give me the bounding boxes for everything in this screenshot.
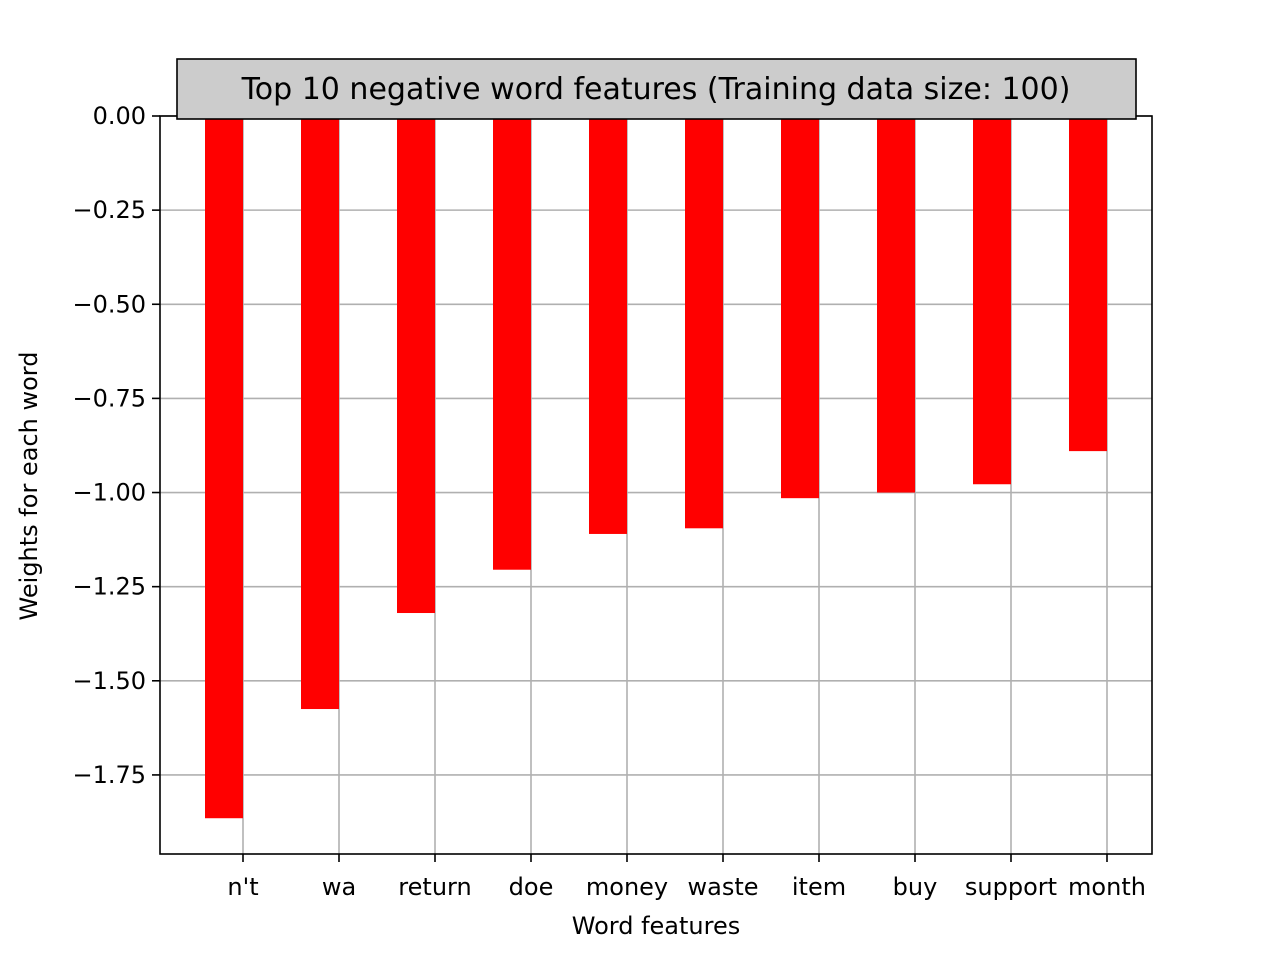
y-tick-label: −0.50	[72, 290, 146, 318]
bar-4	[589, 116, 627, 534]
title-background	[176, 58, 1137, 120]
x-tick-label: money	[586, 873, 668, 901]
bar-2	[397, 116, 435, 614]
x-axis-label: Word features	[572, 912, 740, 940]
y-tick-label: −1.25	[72, 573, 146, 601]
x-tick-label: waste	[687, 873, 758, 901]
y-tick-label: −0.25	[72, 196, 146, 224]
bar-0	[205, 116, 243, 819]
bar-3	[493, 116, 531, 570]
y-tick-label: −1.75	[72, 761, 146, 789]
y-axis-ticks: 0.00 −0.25 −0.50 −0.75 −1.00 −1.25 −1.50 −1.75	[72, 102, 160, 789]
title-box: Top 10 negative word features (Training …	[176, 58, 1137, 120]
x-tick-label: doe	[509, 873, 554, 901]
chart-title: Top 10 negative word features (Training …	[241, 72, 1071, 107]
bars	[205, 116, 1107, 819]
bar-1	[301, 116, 339, 710]
y-tick-label: −1.50	[72, 667, 146, 695]
y-tick-label: −0.75	[72, 384, 146, 412]
x-tick-label: support	[965, 873, 1057, 901]
bar-7	[877, 116, 915, 493]
x-axis-ticks: n't wa return doe money waste item buy support mo…	[227, 854, 1146, 901]
bar-8	[973, 116, 1011, 485]
y-tick-label: −1.00	[72, 479, 146, 507]
x-tick-label: n't	[227, 873, 258, 901]
x-tick-label: month	[1068, 873, 1146, 901]
bar-9	[1069, 116, 1107, 452]
y-axis-label: Weights for each word	[15, 352, 43, 621]
bar-5	[685, 116, 723, 529]
x-tick-label: wa	[322, 873, 356, 901]
y-tick-label: 0.00	[93, 102, 146, 130]
x-tick-label: buy	[893, 873, 938, 901]
x-tick-label: item	[792, 873, 846, 901]
bar-6	[781, 116, 819, 499]
x-tick-label: return	[398, 873, 471, 901]
